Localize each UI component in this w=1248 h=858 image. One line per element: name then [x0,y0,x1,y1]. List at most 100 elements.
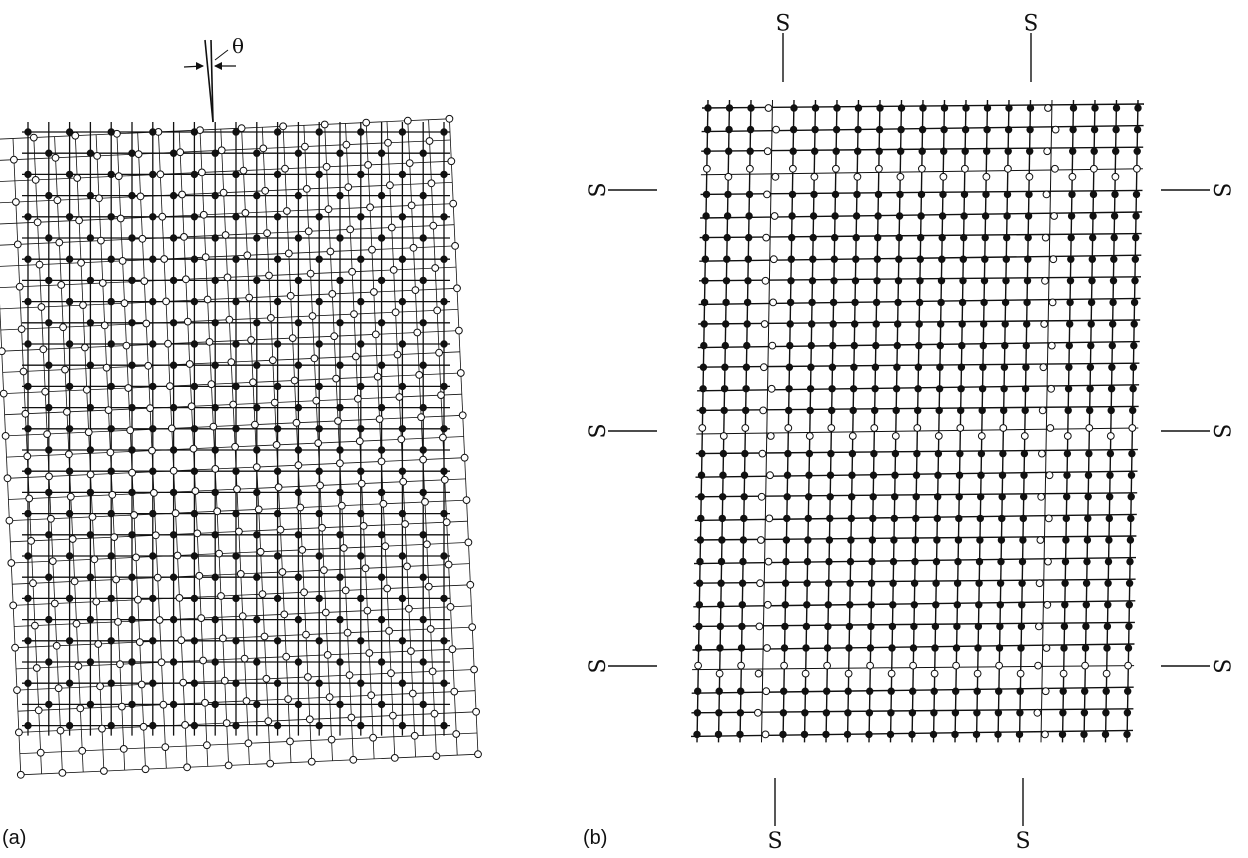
filled-atom [398,340,407,348]
open-atom [0,347,6,356]
filled-atom [357,255,365,263]
open-atom [10,155,18,164]
filled-atom [919,104,927,112]
filled-atom [377,149,386,157]
filled-atom [958,298,967,307]
filled-atom [866,644,875,652]
filled-atom [914,363,923,371]
filled-atom [872,320,880,328]
filled-atom [809,255,817,263]
filled-atom [1003,233,1011,242]
filled-atom [932,557,941,566]
open-atom [198,168,206,177]
open-atom [140,277,149,286]
open-atom [66,492,75,501]
open-atom [764,104,773,112]
filled-atom [832,125,841,134]
filled-atom [45,700,53,709]
filled-atom [994,709,1003,717]
filled-atom [86,531,95,539]
filled-atom [742,363,751,371]
filled-atom [1002,277,1010,285]
filled-atom [717,579,725,587]
filled-atom [65,297,74,306]
open-atom [50,599,59,608]
open-atom [104,406,113,415]
open-atom [887,669,896,678]
filled-atom [169,191,178,200]
open-atom [161,743,170,751]
filled-atom [980,320,988,328]
open-atom [59,323,67,332]
filled-atom [871,363,880,371]
filled-atom [978,406,986,415]
filled-atom [419,658,427,666]
open-atom [762,687,771,696]
filled-atom [892,385,901,393]
filled-atom [1108,341,1117,350]
open-atom [292,418,301,427]
panel-a-label: (a) [2,827,26,849]
filled-atom [211,149,219,157]
open-atom [160,255,169,263]
filled-atom [294,403,303,412]
filled-atom [739,557,747,566]
open-atom [1081,661,1089,670]
filled-atom [86,573,95,581]
open-atom [442,518,451,527]
filled-atom [1084,514,1092,523]
filled-atom [232,425,240,433]
open-atom [222,719,231,727]
filled-atom [169,573,178,581]
filled-atom [253,361,261,369]
filled-atom [65,213,74,221]
marker-symbol: S [586,182,611,197]
open-atom [364,161,373,169]
filled-atom [867,622,875,631]
filled-atom [854,104,863,112]
open-atom [244,739,253,748]
open-atom [1,432,10,440]
open-atom [294,461,303,470]
filled-atom [273,340,282,348]
open-atom [119,745,128,753]
open-atom [345,671,354,679]
filled-atom [149,340,157,348]
open-atom [13,240,22,249]
open-atom [337,501,346,510]
filled-atom [1108,363,1116,371]
open-atom [185,360,194,368]
filled-atom [1081,644,1090,652]
filled-atom [1067,233,1075,242]
filled-atom [1104,601,1112,609]
open-atom [359,522,368,530]
filled-atom [977,449,986,458]
filled-atom [935,406,943,415]
open-atom [1049,255,1058,264]
filled-atom [128,403,136,412]
filled-atom [190,297,199,306]
filled-atom [938,212,947,220]
open-atom [379,499,388,508]
filled-atom [149,425,157,433]
filled-atom [294,700,303,709]
panel-a-twist-angle-marker: θ [183,34,244,123]
open-atom [304,227,313,236]
filled-atom [1068,190,1076,199]
filled-atom [440,255,448,263]
filled-atom [953,579,962,587]
filled-atom [273,425,282,433]
open-atom [29,133,38,142]
filled-atom [419,361,427,369]
filled-atom [888,644,896,652]
open-atom [339,544,348,552]
filled-atom [894,277,903,285]
open-atom [724,172,733,181]
filled-atom [190,340,199,348]
filled-atom [979,363,987,371]
open-atom [439,433,447,442]
boundary-marker-right-1: S [1161,182,1233,198]
filled-atom [1022,341,1031,350]
filled-atom [169,276,178,285]
filled-atom [1000,406,1008,415]
